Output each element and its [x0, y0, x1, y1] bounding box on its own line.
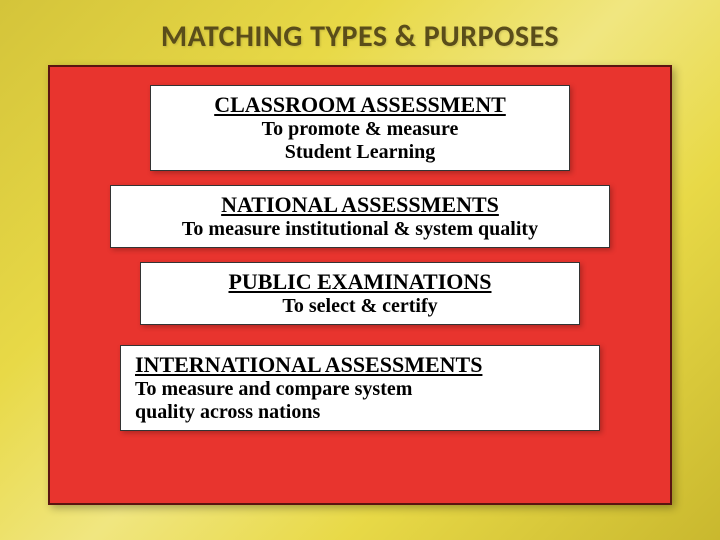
box-classroom-assessment: CLASSROOM ASSESSMENT To promote & measur… — [150, 85, 570, 171]
box-international-assessments: INTERNATIONAL ASSESSMENTS To measure and… — [120, 345, 600, 431]
box4-line2: quality across nations — [135, 401, 585, 424]
box3-heading: PUBLIC EXAMINATIONS — [155, 269, 565, 295]
box-public-examinations: PUBLIC EXAMINATIONS To select & certify — [140, 262, 580, 325]
box1-line2: Student Learning — [165, 141, 555, 164]
box1-line1: To promote & measure — [165, 118, 555, 141]
slide-title: MATCHING TYPES & PURPOSES — [0, 0, 720, 65]
box4-heading: INTERNATIONAL ASSESSMENTS — [135, 352, 585, 378]
box2-line1: To measure institutional & system qualit… — [125, 218, 595, 241]
box-national-assessments: NATIONAL ASSESSMENTS To measure institut… — [110, 185, 610, 248]
box3-line1: To select & certify — [155, 295, 565, 318]
box1-heading: CLASSROOM ASSESSMENT — [165, 92, 555, 118]
content-panel: CLASSROOM ASSESSMENT To promote & measur… — [48, 65, 672, 505]
box2-heading: NATIONAL ASSESSMENTS — [125, 192, 595, 218]
box4-line1: To measure and compare system — [135, 378, 585, 401]
